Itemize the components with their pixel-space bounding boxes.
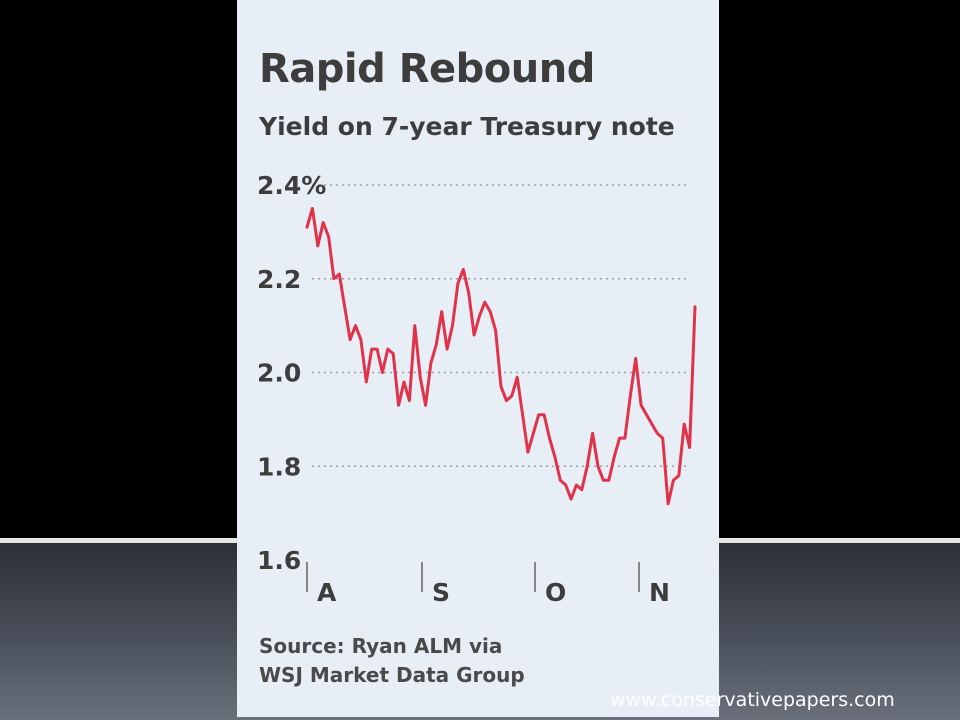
y-tick-label: 2.0 [257,359,301,388]
y-tick-label: 1.8 [257,452,301,481]
line-chart: 2.4% 2.2 2.0 1.8 1.6 A S O N [257,171,697,607]
x-tick-label: N [649,578,670,607]
gridlines [312,184,689,468]
y-tick-label: 2.4% [257,171,326,200]
x-tick-label: A [317,578,337,607]
y-axis-labels: 2.4% 2.2 2.0 1.8 1.6 [257,171,326,575]
x-tick-label: O [545,578,566,607]
source-line-2: WSJ Market Data Group [259,663,525,687]
chart-subtitle: Yield on 7-year Treasury note [259,112,675,141]
series-line [305,206,697,506]
source-line-1: Source: Ryan ALM via [259,634,503,658]
y-tick-label: 2.2 [257,265,301,294]
chart-title: Rapid Rebound [259,46,595,92]
x-tick-label: S [432,578,450,607]
source-note: Source: Ryan ALM via WSJ Market Data Gro… [259,632,699,690]
chart-panel: Rapid Rebound Yield on 7-year Treasury n… [237,0,719,717]
y-tick-label: 1.6 [257,546,301,575]
watermark-url: www.conservativepapers.com [610,689,895,711]
series-lines [305,206,697,506]
